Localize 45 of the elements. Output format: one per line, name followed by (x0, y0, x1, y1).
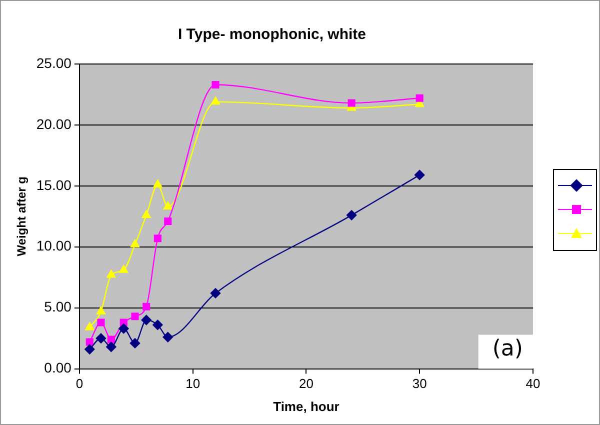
point (152, 320, 163, 330)
x-tick-label: 30 (412, 376, 427, 392)
point (210, 288, 221, 298)
point (163, 202, 172, 210)
y-tick-label: 15.00 (36, 176, 72, 193)
point (106, 342, 116, 352)
point (86, 338, 94, 346)
point (348, 99, 356, 107)
point (142, 210, 151, 218)
point (84, 344, 95, 354)
y-tick-label: 5.00 (44, 298, 72, 315)
y-tick-label: 25.00 (36, 54, 72, 71)
point (106, 270, 116, 278)
x-tick-label: 10 (186, 376, 200, 392)
point (131, 312, 139, 320)
point (211, 96, 220, 105)
point (85, 322, 94, 330)
point (346, 210, 357, 220)
point (162, 332, 173, 342)
point (130, 338, 140, 348)
annotation: (a) (492, 336, 524, 362)
point (96, 333, 106, 344)
point (107, 336, 115, 344)
point (416, 94, 424, 102)
y-tick-label: 20.00 (36, 116, 72, 132)
point (130, 239, 140, 248)
point (118, 323, 129, 334)
point (164, 217, 172, 226)
point (96, 306, 106, 314)
y-tick-label: 10.00 (36, 238, 72, 254)
x-axis-title: Time, hour (273, 398, 340, 414)
point (141, 314, 152, 326)
x-tick-label: 40 (526, 376, 540, 392)
point (119, 264, 128, 273)
chart-title: I Type- monophonic, white (178, 26, 366, 44)
point (414, 170, 425, 180)
x-tick-label: 20 (298, 376, 314, 392)
point (97, 318, 105, 326)
point (142, 302, 150, 310)
x-tick-label: 0 (76, 376, 84, 392)
point (154, 234, 162, 242)
point (153, 180, 162, 188)
point (212, 80, 220, 89)
y-tick-label: 0.00 (44, 360, 72, 376)
y-axis-title: Weight after g (14, 176, 29, 256)
